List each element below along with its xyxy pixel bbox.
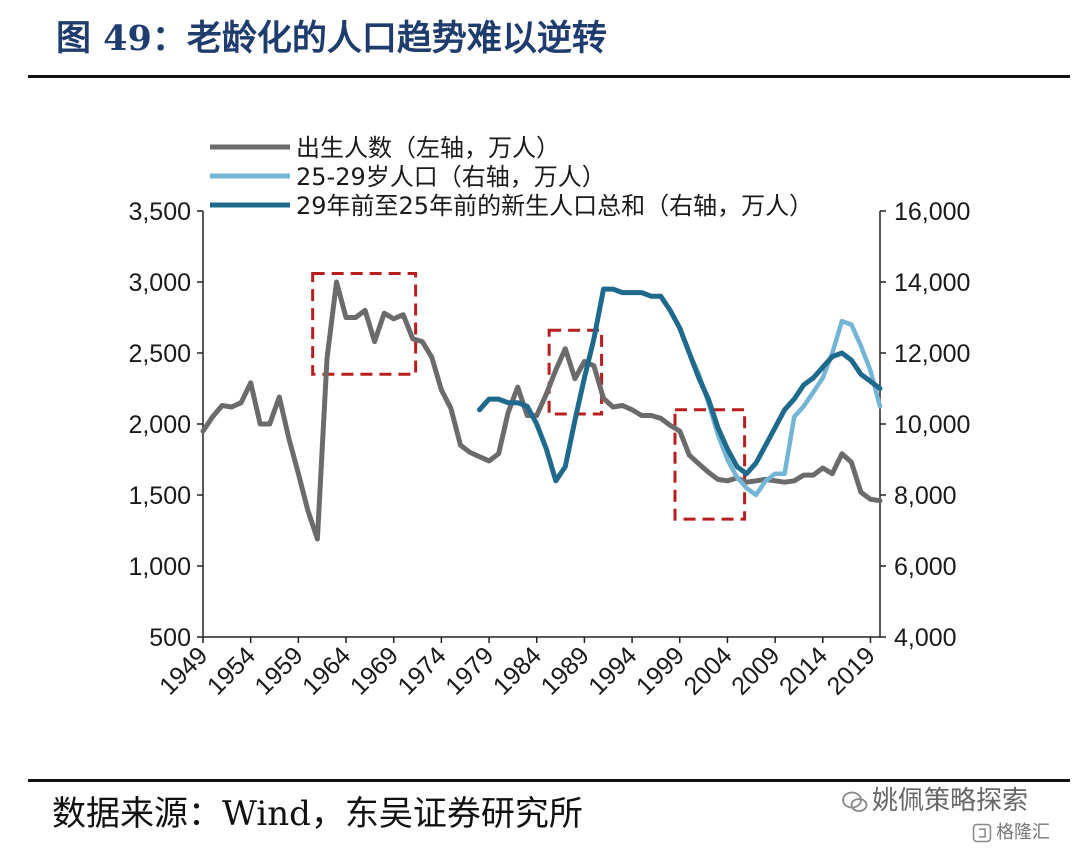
right-tick-label: 14,000 — [894, 269, 970, 297]
watermark-primary-text: 姚佩策略探索 — [872, 786, 1029, 816]
x-tick-label: 1994 — [583, 641, 642, 700]
series-line-1 — [200, 279, 883, 542]
x-tick-label: 2014 — [774, 641, 833, 700]
population-chart: 500 1,000 1,500 2,000 2,500 3,000 3,500 4,000 6,… — [128, 134, 970, 701]
watermark-secondary: 格隆汇 — [972, 818, 1050, 844]
series-line-2 — [687, 318, 883, 498]
x-tick-label: 1959 — [249, 641, 308, 700]
left-tick-label: 500 — [149, 624, 191, 652]
x-tick-label: 1969 — [345, 641, 404, 700]
right-tick-label: 16,000 — [894, 198, 970, 226]
x-tick-label: 2009 — [726, 641, 785, 700]
x-tick-label: 1984 — [488, 641, 547, 700]
gelonghui-logo-icon — [972, 823, 992, 843]
x-tick-label: 1954 — [202, 641, 261, 700]
top-rule — [28, 75, 1070, 78]
series-line-3 — [477, 286, 883, 484]
x-tick-label: 2019 — [822, 641, 881, 700]
x-tick-label: 1999 — [631, 641, 690, 700]
highlight-box — [673, 408, 747, 521]
x-tick-label: 1979 — [440, 641, 499, 700]
legend-label-1: 出生人数（左轴，万人） — [296, 134, 560, 162]
bottom-rule — [28, 779, 1070, 782]
left-tick-label: 1,000 — [128, 553, 191, 581]
left-tick-label: 1,500 — [128, 482, 191, 510]
left-tick-label: 2,000 — [128, 411, 191, 439]
left-tick-label: 3,500 — [128, 198, 191, 226]
left-tick-label: 3,000 — [128, 269, 191, 297]
right-tick-label: 12,000 — [894, 340, 970, 368]
x-tick-label: 2004 — [679, 641, 738, 700]
source-note: 数据来源：Wind，东吴证券研究所 — [52, 794, 583, 834]
left-tick-label: 2,500 — [128, 340, 191, 368]
x-tick-label: 1989 — [536, 641, 595, 700]
x-tick-label: 1964 — [297, 641, 356, 700]
highlight-box — [311, 271, 418, 376]
x-tick-label: 1974 — [392, 641, 451, 700]
legend-label-2: 25-29岁人口（右轴，万人） — [296, 163, 606, 191]
figure-title: 图 49：老龄化的人口趋势难以逆转 — [56, 18, 607, 59]
watermark-primary: 姚佩策略探索 — [842, 780, 1028, 817]
wechat-icon — [842, 791, 868, 812]
right-tick-label: 10,000 — [894, 411, 970, 439]
right-tick-label: 4,000 — [894, 624, 957, 652]
right-tick-label: 8,000 — [894, 482, 957, 510]
right-tick-label: 6,000 — [894, 553, 957, 581]
legend-label-3: 29年前至25年前的新生人口总和（右轴，万人） — [296, 192, 813, 220]
watermark-secondary-text: 格隆汇 — [996, 822, 1050, 843]
